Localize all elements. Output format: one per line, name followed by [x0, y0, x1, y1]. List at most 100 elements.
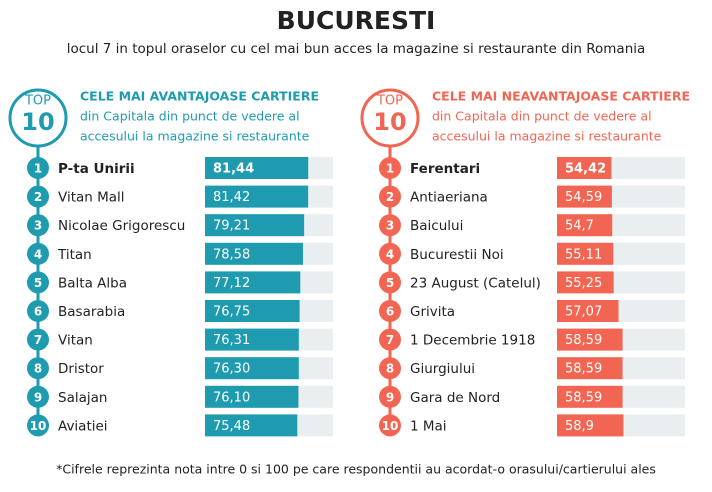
bar	[557, 242, 614, 265]
value-label: 76,30	[213, 362, 250, 377]
rank-circle	[27, 185, 49, 208]
panel-title: CELE MAI AVANTAJOASE CARTIERE	[80, 89, 319, 104]
category-label: Antiaeriana	[410, 190, 488, 206]
rank-circle	[379, 414, 401, 437]
rank-number: 9	[386, 390, 394, 404]
value-label: 76,31	[213, 333, 250, 348]
bar	[205, 271, 301, 294]
rank-number: 2	[386, 190, 394, 204]
category-label: 1 Decembrie 1918	[410, 333, 535, 349]
value-label: 78,58	[213, 247, 250, 262]
rank-number: 3	[386, 219, 394, 233]
value-label: 58,9	[565, 419, 594, 434]
value-label: 77,12	[213, 276, 250, 291]
rank-number: 8	[386, 362, 394, 376]
rank-number: 1	[34, 162, 42, 176]
value-label: 54,59	[565, 190, 602, 205]
value-label: 76,10	[213, 390, 250, 405]
bar	[205, 300, 300, 322]
category-label: Salajan	[58, 390, 107, 406]
value-label: 58,59	[565, 333, 602, 348]
category-label: Basarabia	[58, 304, 125, 320]
rank-number: 4	[34, 247, 42, 261]
rank-circle	[379, 357, 401, 380]
rank-number: 2	[34, 190, 42, 204]
panel-subtitle: din Capitala din punct de vedere al	[80, 109, 300, 124]
rank-number: 9	[34, 390, 42, 404]
panel-subtitle: accesului la magazine si restaurante	[80, 129, 310, 144]
rank-number: 7	[386, 333, 394, 347]
bar	[557, 214, 613, 237]
category-label: Balta Alba	[58, 275, 127, 291]
category-label: P-ta Unirii	[58, 161, 135, 177]
rank-circle	[379, 214, 401, 237]
category-label: Baicului	[410, 218, 463, 234]
rank-circle	[379, 157, 401, 179]
bar	[205, 414, 298, 437]
bar	[205, 385, 299, 408]
value-label: 81,44	[213, 162, 254, 177]
bar	[557, 414, 624, 437]
category-label: Vitan Mall	[58, 190, 125, 206]
category-label: Nicolae Grigorescu	[58, 218, 185, 234]
rank-circle	[27, 157, 49, 179]
rank-number: 1	[386, 162, 394, 176]
panel-subtitle: din Capitala din punct de vedere al	[432, 109, 652, 124]
bar	[205, 357, 299, 380]
page-title: BUCURESTI	[277, 6, 436, 35]
rank-circle	[27, 271, 49, 294]
rank-number: 6	[34, 305, 42, 319]
rank-number: 3	[34, 219, 42, 233]
bar	[205, 185, 309, 208]
bar	[557, 328, 623, 351]
rank-number: 8	[34, 362, 42, 376]
rank-circle	[27, 300, 49, 322]
value-label: 54,42	[565, 162, 606, 177]
category-label: Grivita	[410, 304, 455, 320]
rank-circle	[27, 414, 49, 437]
bar	[557, 357, 623, 380]
footnote: *Cifrele reprezinta nota intre 0 si 100 …	[56, 462, 656, 477]
rank-circle	[27, 242, 49, 265]
category-label: Titan	[57, 247, 92, 263]
category-label: 23 August (Catelul)	[410, 275, 541, 291]
rank-circle	[379, 385, 401, 408]
rank-circle	[27, 328, 49, 351]
rank-number: 7	[34, 333, 42, 347]
badge-number: 10	[373, 108, 406, 136]
value-label: 55,25	[565, 276, 602, 291]
rank-number: 6	[386, 305, 394, 319]
rank-number: 10	[30, 419, 47, 433]
badge-label: TOP	[24, 94, 51, 109]
page-subtitle: locul 7 in topul oraselor cu cel mai bun…	[67, 41, 646, 57]
value-label: 81,42	[213, 190, 250, 205]
value-label: 76,75	[213, 305, 250, 320]
bar	[557, 157, 612, 179]
bar	[205, 242, 303, 265]
value-label: 55,11	[565, 247, 602, 262]
category-label: Giurgiului	[410, 361, 475, 377]
rank-number: 10	[382, 419, 399, 433]
bar	[205, 214, 305, 237]
badge-circle	[360, 88, 420, 148]
bar	[557, 385, 623, 408]
rank-circle	[379, 242, 401, 265]
category-label: Dristor	[58, 361, 104, 377]
category-label: Aviatiei	[58, 418, 108, 434]
rank-number: 4	[386, 247, 394, 261]
rank-circle	[379, 300, 401, 322]
rank-circle	[27, 357, 49, 380]
bar	[205, 328, 299, 351]
value-label: 57,07	[565, 305, 602, 320]
category-label: Vitan	[58, 333, 93, 349]
value-label: 58,59	[565, 390, 602, 405]
rank-circle	[379, 185, 401, 208]
rank-number: 5	[34, 276, 42, 290]
badge-label: TOP	[376, 94, 403, 109]
category-label: 1 Mai	[410, 418, 447, 434]
badge-number: 10	[21, 108, 54, 136]
rank-circle	[379, 328, 401, 351]
value-label: 54,7	[565, 219, 594, 234]
value-label: 58,59	[565, 362, 602, 377]
